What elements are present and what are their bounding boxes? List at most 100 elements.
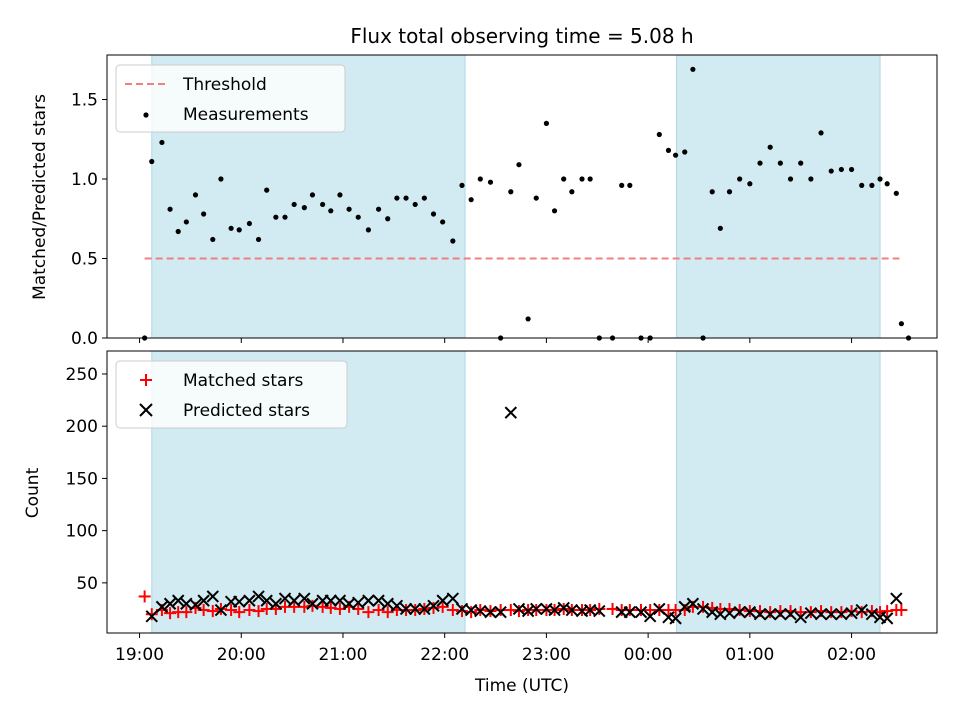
bottom-xtick-label: 20:00 <box>217 645 266 665</box>
measurement-point <box>385 216 391 222</box>
predicted-star-point <box>669 612 682 625</box>
bottom-xtick-label: 22:00 <box>420 645 469 665</box>
predicted-star-point <box>733 605 746 619</box>
bottom-ytick-label: 200 <box>66 417 98 437</box>
matched-star-point <box>180 606 193 619</box>
measurement-point <box>291 201 297 208</box>
matched-star-point <box>504 604 517 617</box>
measurement-point <box>884 181 890 187</box>
predicted-star-point <box>548 603 561 617</box>
measurement-point <box>192 192 199 198</box>
bottom-axes-frame <box>106 350 938 634</box>
measurement-point <box>627 182 633 188</box>
bottom-xtick-label: 02:00 <box>827 645 876 665</box>
predicted-star-point <box>743 605 757 619</box>
measurement-point <box>255 236 262 243</box>
measurement-point <box>450 238 456 244</box>
matched-star-point <box>895 604 908 617</box>
measurements-legend-swatch <box>143 112 149 118</box>
bottom-xtick-label: 19:00 <box>115 645 164 665</box>
measurement-point <box>365 227 372 233</box>
predicted-star-point <box>324 594 337 607</box>
matched-star-point <box>455 605 468 618</box>
predicted-star-point <box>427 599 440 613</box>
measurement-point <box>869 182 875 188</box>
predicted-star-point <box>623 605 637 619</box>
measurement-point <box>569 189 575 195</box>
measurement-point <box>848 166 855 173</box>
matched-star-point <box>427 601 440 614</box>
top-ytick-label: 0.5 <box>71 250 98 270</box>
measurement-point <box>533 195 539 201</box>
measurement-point <box>246 220 253 227</box>
measurement-point <box>682 149 688 155</box>
predicted-star-point <box>214 603 228 617</box>
bottom-xtick-label: 01:00 <box>725 645 774 665</box>
measurements-series <box>142 66 912 341</box>
measurement-point <box>337 192 343 198</box>
predicted-star-point <box>723 606 736 620</box>
predicted-star-point <box>825 607 838 621</box>
predicted-star-point <box>484 605 497 619</box>
measurement-point <box>898 321 904 327</box>
predicted-star-point <box>408 602 422 616</box>
measurement-point <box>561 176 567 182</box>
matched-star-point <box>855 606 868 619</box>
predicted-star-point <box>804 606 818 620</box>
measurement-point <box>320 201 326 208</box>
matched-star-point <box>881 605 894 618</box>
matched-star-point <box>512 605 525 618</box>
measurement-point <box>477 176 483 182</box>
measurement-point <box>328 208 334 214</box>
measurement-point <box>218 176 224 182</box>
predicted-star-point <box>233 595 246 608</box>
predicted-star-point <box>565 603 579 617</box>
predicted-star-point <box>855 603 868 617</box>
measurement-point <box>808 176 814 182</box>
measurement-point <box>375 206 382 212</box>
matched-star-point <box>138 590 151 603</box>
predicted-star-point <box>287 594 301 607</box>
matched-star-point <box>243 604 256 617</box>
predicted-star-point <box>814 607 828 621</box>
matched-star-point <box>606 602 619 615</box>
measurement-point <box>818 130 824 136</box>
bottom-ytick-label: 100 <box>66 522 98 542</box>
chart-title: Flux total observing time = 5.08 h <box>350 24 693 48</box>
ratio-panel: 0.0 0.5 1.0 1.5 Matched/Predicted stars Thr… <box>30 54 938 349</box>
measurement-point <box>543 120 550 126</box>
matched-star-point <box>494 604 507 617</box>
bottom-ytick-label: 250 <box>66 365 98 385</box>
matched-star-point <box>252 605 265 618</box>
measurement-point <box>551 208 558 214</box>
measurement-point <box>619 182 625 188</box>
bottom-legend-box <box>115 360 348 429</box>
matched-star-point <box>446 604 459 617</box>
matched-star-point <box>845 605 858 618</box>
measurement-point <box>709 189 715 195</box>
predicted-star-point <box>372 594 385 607</box>
measurement-point <box>346 206 352 212</box>
bottom-ytick-label: 150 <box>66 469 98 489</box>
predicted-star-point <box>763 607 777 621</box>
measurement-point <box>757 160 763 166</box>
predicted-star-point <box>696 602 710 616</box>
top-y-axis-label: Matched/Predicted stars <box>30 94 50 300</box>
matched-star-point <box>465 606 478 619</box>
top-ytick-label: 0.0 <box>71 329 98 349</box>
bottom-x-ticks: 19:00 20:00 21:00 22:00 23:00 00:00 01:00 02:00 <box>115 633 876 665</box>
top-y-ticks: 0.0 0.5 1.0 1.5 <box>71 91 107 349</box>
predicted-star-point <box>278 592 292 605</box>
bottom-legend: Matched stars Predicted stars <box>115 360 348 429</box>
predicted-star-point <box>512 602 526 616</box>
legend-threshold-label: Threshold <box>182 75 267 95</box>
predicted-star-point <box>474 604 487 618</box>
top-legend-box <box>115 64 346 133</box>
measurement-point <box>487 179 494 185</box>
predicted-star-point <box>298 592 311 605</box>
predicted-star-point <box>189 598 202 612</box>
predicted-star-point <box>835 607 848 621</box>
bottom-xtick-label: 00:00 <box>624 645 673 665</box>
predicted-star-point <box>390 599 404 613</box>
predicted-star-point <box>880 612 894 625</box>
